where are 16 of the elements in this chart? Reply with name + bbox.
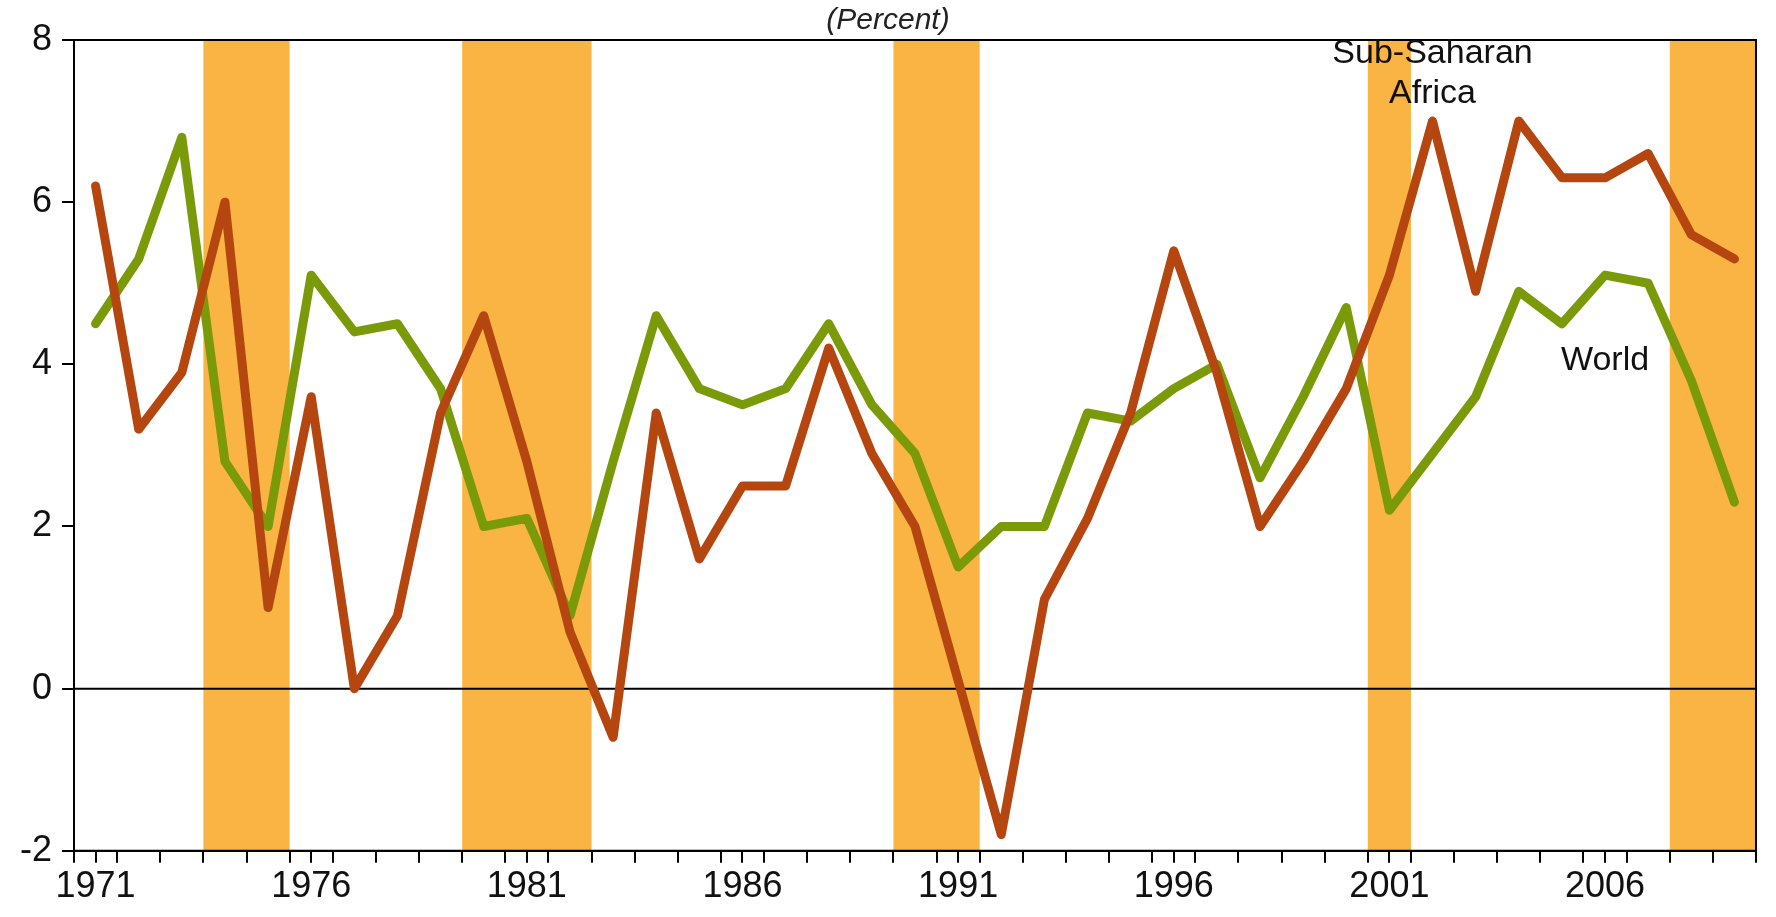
y-tick-label: 0 — [31, 665, 53, 707]
y-tick-label: 4 — [31, 341, 53, 383]
x-tick-label: 1991 — [918, 864, 999, 906]
x-tick-label: 2006 — [1565, 864, 1646, 906]
x-tick-label: 1981 — [486, 864, 567, 906]
chart-subtitle: (Percent) — [826, 2, 950, 35]
series-label: World — [1560, 339, 1650, 378]
y-tick-label: 8 — [31, 16, 53, 58]
x-tick-label: 1996 — [1133, 864, 1214, 906]
y-tick-label: -2 — [19, 827, 53, 869]
x-tick-label: 1976 — [271, 864, 352, 906]
x-tick-label: 1971 — [55, 864, 136, 906]
y-tick-label: 2 — [31, 503, 53, 545]
y-tick-label: 6 — [31, 179, 53, 221]
x-tick-label: 2001 — [1349, 864, 1430, 906]
x-tick-label: 1986 — [702, 864, 783, 906]
